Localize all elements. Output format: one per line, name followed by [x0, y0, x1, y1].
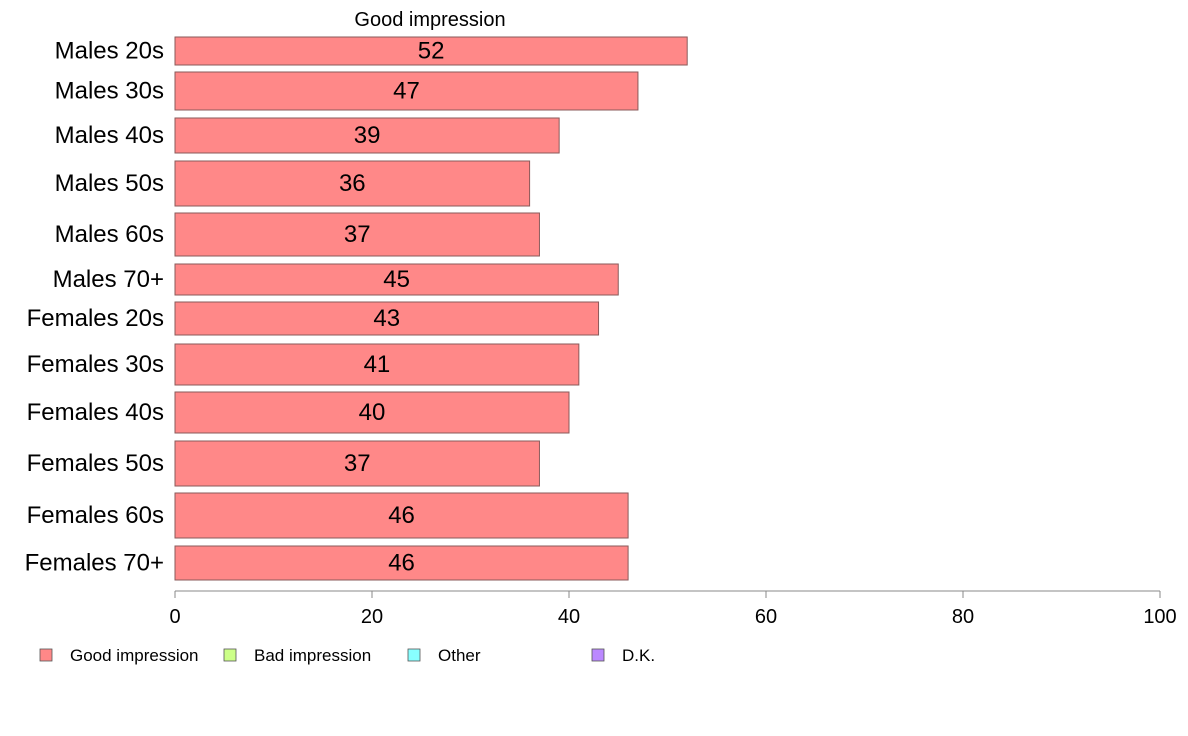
- value-label: 47: [393, 78, 420, 105]
- category-label: Males 70+: [53, 266, 164, 293]
- x-tick-label: 20: [361, 606, 383, 628]
- legend-swatch: [407, 648, 421, 662]
- value-label: 40: [359, 399, 386, 426]
- category-label: Females 70+: [25, 550, 164, 577]
- bar: [174, 440, 540, 487]
- bar: [174, 263, 619, 296]
- value-label: 39: [354, 122, 381, 149]
- value-label: 37: [344, 221, 371, 248]
- bar: [174, 160, 531, 207]
- bar: [174, 71, 639, 111]
- bar: [174, 492, 629, 539]
- chart-title: Good impression: [354, 9, 505, 31]
- x-tick-label: 60: [755, 606, 777, 628]
- legend-label: D.K.: [622, 646, 655, 665]
- bar: [174, 212, 540, 257]
- value-label: 46: [388, 550, 415, 577]
- category-label: Females 60s: [27, 502, 164, 529]
- bar: [174, 117, 560, 154]
- category-label: Males 40s: [55, 122, 164, 149]
- category-label: Females 50s: [27, 450, 164, 477]
- value-label: 46: [388, 502, 415, 529]
- x-tick-label: 40: [558, 606, 580, 628]
- legend: Good impression Bad impression Other D.K.: [39, 646, 655, 665]
- legend-swatch: [39, 648, 53, 662]
- category-label: Females 30s: [27, 351, 164, 378]
- category-label: Males 50s: [55, 170, 164, 197]
- bar: [174, 391, 570, 434]
- category-label: Females 20s: [27, 305, 164, 332]
- x-tick-label: 100: [1143, 606, 1176, 628]
- bar: [174, 36, 688, 66]
- x-axis: 0 20 40 60 80 100: [169, 590, 1177, 628]
- x-tick-label: 0: [169, 606, 180, 628]
- legend-swatch: [591, 648, 605, 662]
- value-label: 45: [383, 266, 410, 293]
- category-label: Males 60s: [55, 221, 164, 248]
- legend-label: Bad impression: [254, 646, 371, 665]
- category-label: Females 40s: [27, 399, 164, 426]
- category-label: Males 20s: [55, 38, 164, 65]
- legend-swatch: [223, 648, 237, 662]
- legend-label: Other: [438, 646, 481, 665]
- x-tick-label: 80: [952, 606, 974, 628]
- legend-label: Good impression: [70, 646, 199, 665]
- bar: [174, 545, 629, 581]
- value-label: 43: [373, 305, 400, 332]
- bars-group: Males 20s 52 Males 30s 47 Males 40s 39 Males 5…: [25, 36, 688, 581]
- value-label: 37: [344, 450, 371, 477]
- value-label: 52: [418, 38, 445, 65]
- value-label: 36: [339, 170, 366, 197]
- value-label: 41: [364, 351, 391, 378]
- bar: [174, 343, 580, 386]
- bar: [174, 301, 600, 336]
- category-label: Males 30s: [55, 78, 164, 105]
